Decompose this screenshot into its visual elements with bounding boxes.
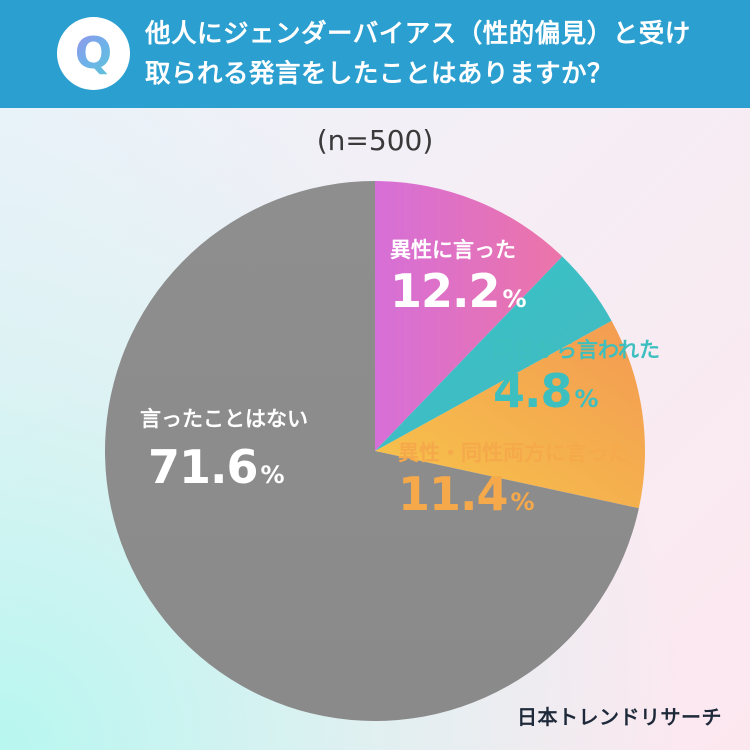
slice-value-2: 11.4% [398, 467, 535, 521]
pie-slice-2 [375, 320, 645, 509]
pie-slice-1 [375, 256, 612, 451]
pie-slice-0 [375, 181, 563, 451]
slice-label-3: 言ったことはない [140, 407, 308, 431]
question-line-2: 取られる発言をしたことはありますか？ [145, 59, 614, 89]
question-banner: Q 他人にジェンダーバイアス（性的偏見）と受け 取られる発言をしたことはあります… [0, 0, 750, 108]
slice-value-unit: % [260, 461, 285, 489]
pie-slice-3 [104, 181, 639, 722]
slice-value-0: 12.2% [390, 264, 527, 318]
slice-value-unit: % [502, 285, 527, 313]
slice-value-number: 12.2 [390, 264, 500, 318]
slice-label-0: 異性に言った [390, 238, 516, 262]
slice-value-1: 4.8% [493, 364, 599, 418]
slice-label-1: 同性から言われた [493, 338, 660, 362]
q-badge: Q [57, 17, 130, 90]
slice-label-2: 異性・同性両方に言った [398, 441, 629, 465]
slice-value-number: 4.8 [493, 364, 572, 418]
slice-value-unit: % [510, 488, 535, 516]
brand-logo: 日本トレンドリサーチ [517, 705, 722, 729]
question-text: 他人にジェンダーバイアス（性的偏見）と受け 取られる発言をしたことはありますか？ [145, 14, 735, 94]
q-letter: Q [57, 17, 130, 90]
slice-value-unit: % [574, 385, 599, 413]
question-line-1: 他人にジェンダーバイアス（性的偏見）と受け [145, 19, 691, 49]
sample-size: (n=500) [316, 124, 434, 157]
slice-value-number: 71.6 [148, 440, 258, 494]
slice-value-3: 71.6% [148, 440, 285, 494]
slice-value-number: 11.4 [398, 467, 508, 521]
